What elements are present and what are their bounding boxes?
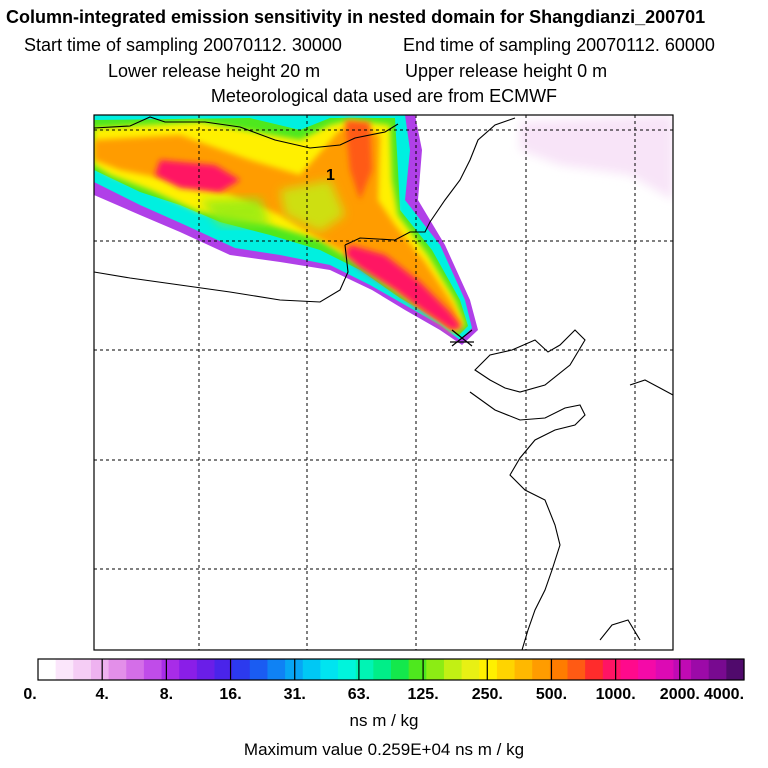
lower-release-label: Lower release height 20 m: [108, 61, 321, 81]
colorbar-tick-label: 4000.: [703, 686, 745, 703]
colorbar-swatch: [426, 659, 445, 680]
colorbar-units: ns m / kg: [349, 711, 419, 730]
colorbar-swatch: [585, 659, 604, 680]
receptor-marker: [450, 329, 474, 347]
colorbar-swatch: [38, 659, 57, 680]
colorbar-swatch: [443, 659, 463, 680]
start-time-label: Start time of sampling 20070112. 30000: [24, 35, 342, 55]
colorbar-tick-label: 31.: [283, 686, 306, 703]
colorbar-swatch: [532, 659, 551, 680]
colorbar-swatch: [726, 659, 745, 680]
colorbar-swatch: [143, 659, 163, 680]
colorbar-swatch: [55, 659, 74, 680]
colorbar-swatch: [196, 659, 216, 680]
colorbar-tick-label: 0.: [23, 686, 37, 703]
coastline-far-east-2: [599, 619, 641, 641]
colorbar-swatch: [496, 659, 516, 680]
coastline-bay: [344, 117, 516, 246]
plume-patch-1: [280, 180, 345, 232]
colorbar-swatch: [391, 659, 410, 680]
release-point-label: 1: [326, 167, 335, 184]
colorbar-tick-label: 500.: [535, 686, 568, 703]
colorbar-swatch: [620, 659, 639, 680]
colorbar-swatch: [355, 659, 374, 680]
upper-release-label: Upper release height 0 m: [405, 61, 608, 81]
colorbar-swatch: [549, 659, 569, 680]
colorbar-swatch: [373, 659, 392, 680]
colorbar-swatch: [514, 659, 533, 680]
max-value-label: Maximum value 0.259E+04 ns m / kg: [243, 740, 525, 759]
colorbar-tick-label: 125.: [407, 686, 439, 703]
colorbar-tick-label: 63.: [347, 686, 371, 703]
colorbar-swatch: [691, 659, 710, 680]
end-time-label: End time of sampling 20070112. 60000: [403, 35, 715, 55]
colorbar-tick-label: 4.: [95, 686, 109, 703]
colorbar-swatch: [320, 659, 339, 680]
graticule: [94, 115, 673, 650]
colorbar-swatch: [214, 659, 233, 680]
colorbar-tick-label: 2000.: [659, 686, 700, 703]
colorbar-swatch: [108, 659, 127, 680]
colorbar-swatch: [90, 659, 110, 680]
plume-patch-2: [200, 198, 270, 225]
colorbar-frame: [37, 658, 745, 681]
colorbar-swatch: [73, 659, 92, 680]
colorbar-swatch: [249, 659, 269, 680]
colorbar-swatch: [461, 659, 480, 680]
coastlines: [94, 116, 673, 650]
coastline-north: [94, 116, 399, 149]
colorbar-swatch: [179, 659, 198, 680]
plume-layer: [94, 115, 673, 345]
colorbar-swatch: [708, 659, 727, 680]
colorbar-swatch: [602, 659, 622, 680]
colorbar-tick-label: 1000.: [595, 686, 636, 703]
colorbar: [38, 659, 745, 680]
plume-core-west: [155, 160, 240, 192]
colorbar-swatch: [267, 659, 286, 680]
coastline-southbay: [94, 244, 349, 303]
colorbar-swatch: [479, 659, 498, 680]
colorbar-tick-label: 8.: [159, 686, 174, 703]
colorbar-swatch: [338, 659, 357, 680]
colorbar-tick-label: 16.: [219, 686, 242, 703]
colorbar-swatch: [655, 659, 674, 680]
colorbar-swatch: [673, 659, 692, 680]
met-data-label: Meteorological data used are from ECMWF: [210, 86, 558, 106]
colorbar-swatch: [126, 659, 145, 680]
coastline-east: [469, 391, 586, 650]
faint-plume-ne: [520, 115, 673, 200]
colorbar-swatch: [161, 659, 180, 680]
plot-title: Column-integrated emission sensitivity i…: [6, 7, 706, 27]
colorbar-swatch: [232, 659, 251, 680]
colorbar-swatch: [302, 659, 321, 680]
colorbar-swatch: [408, 659, 427, 680]
colorbar-swatch: [567, 659, 586, 680]
colorbar-ticks: [101, 659, 681, 680]
plume-core-south: [345, 245, 462, 330]
coastline-peninsula: [474, 329, 586, 393]
colorbar-tick-label: 250.: [471, 686, 503, 703]
coastline-far-east: [629, 379, 673, 396]
map-frame: [93, 114, 674, 651]
colorbar-swatch: [638, 659, 657, 680]
